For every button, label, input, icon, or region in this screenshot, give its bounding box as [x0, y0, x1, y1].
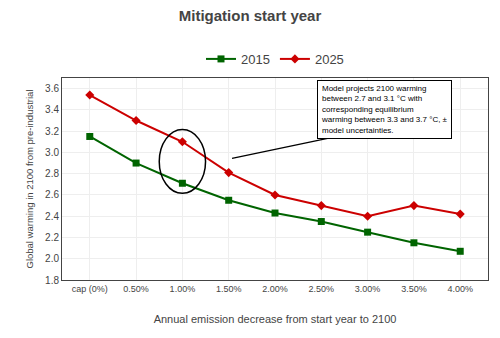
svg-text:2.0: 2.0 [45, 253, 59, 264]
svg-text:3.2: 3.2 [45, 126, 59, 137]
svg-text:Mitigation start year: Mitigation start year [179, 7, 322, 24]
svg-text:3.6: 3.6 [45, 83, 59, 94]
svg-text:2025: 2025 [315, 52, 344, 67]
svg-text:2.50%: 2.50% [309, 284, 335, 294]
svg-text:3.0: 3.0 [45, 147, 59, 158]
svg-text:3.50%: 3.50% [401, 284, 427, 294]
svg-text:2.8: 2.8 [45, 168, 59, 179]
svg-text:Annual emission decrease from: Annual emission decrease from start year… [154, 313, 397, 325]
svg-text:Model projects 2100 warmingbet: Model projects 2100 warmingbetween 2.7 a… [321, 84, 448, 135]
svg-text:2.2: 2.2 [45, 232, 59, 243]
svg-text:2.00%: 2.00% [262, 284, 288, 294]
svg-text:0.50%: 0.50% [123, 284, 149, 294]
svg-text:2.4: 2.4 [45, 211, 59, 222]
svg-text:1.8: 1.8 [45, 275, 59, 286]
svg-text:Global warming in 2100 from pr: Global warming in 2100 from pre-industri… [24, 90, 35, 269]
svg-text:3.4: 3.4 [45, 104, 59, 115]
svg-text:2.6: 2.6 [45, 189, 59, 200]
svg-text:cap (0%): cap (0%) [72, 284, 108, 294]
svg-text:4.00%: 4.00% [447, 284, 473, 294]
svg-text:2015: 2015 [241, 52, 270, 67]
svg-text:3.00%: 3.00% [355, 284, 381, 294]
svg-text:1.00%: 1.00% [170, 284, 196, 294]
svg-text:1.50%: 1.50% [216, 284, 242, 294]
